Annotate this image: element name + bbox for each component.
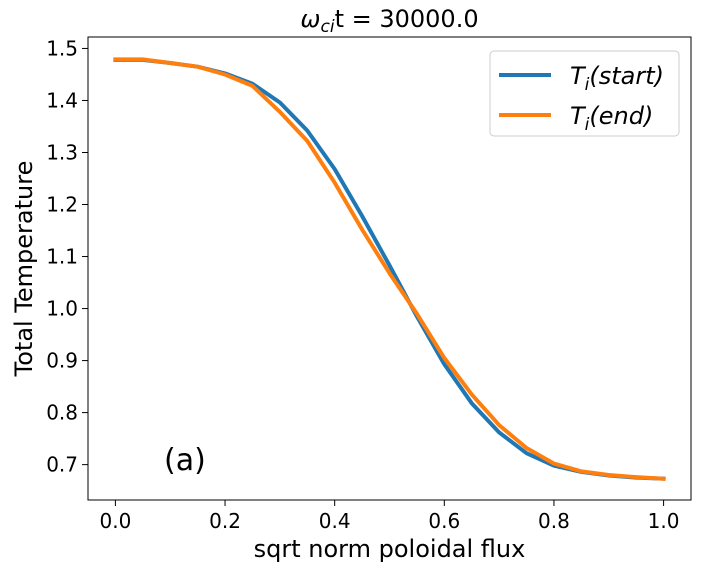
y-tick-label: 0.9 <box>46 349 78 373</box>
x-axis-ticks: 0.0 0.2 0.4 0.6 0.8 1.0 <box>100 500 680 533</box>
x-tick-label: 0.6 <box>428 509 460 533</box>
x-tick-label: 0.8 <box>538 509 570 533</box>
legend-entries: Ti(start) Ti(end) <box>499 62 664 135</box>
title-subscript: ci <box>321 17 335 37</box>
x-tick-label: 0.0 <box>100 509 132 533</box>
plot-area <box>87 36 692 501</box>
x-axis-label: sqrt norm poloidal flux <box>254 535 526 563</box>
y-tick-label: 1.3 <box>46 140 78 164</box>
x-tick-label: 0.2 <box>209 509 241 533</box>
y-tick-label: 0.8 <box>46 401 78 425</box>
y-tick-label: 1.1 <box>46 245 78 269</box>
title-omega: ω <box>300 5 320 33</box>
y-tick-label: 1.2 <box>46 193 78 217</box>
y-tick-label: 0.7 <box>46 453 78 477</box>
y-axis-ticks: 0.7 0.8 0.9 1.0 1.1 1.2 1.3 1.4 1.5 <box>46 36 88 477</box>
axes-frame <box>87 36 692 501</box>
y-tick-label: 1.0 <box>46 297 78 321</box>
series-layer <box>113 57 666 481</box>
legend-label: Ti(end) <box>570 102 653 135</box>
legend: Ti(start) Ti(end) <box>489 50 680 137</box>
y-axis-label: Total Temperature <box>10 161 38 378</box>
panel-annotation: (a) <box>164 443 206 478</box>
series-line-ti-end- <box>113 57 666 481</box>
title-rest: t = 30000.0 <box>335 5 479 33</box>
x-tick-label: 0.4 <box>319 509 351 533</box>
x-tick-label: 1.0 <box>648 509 680 533</box>
legend-label: Ti(start) <box>570 62 664 95</box>
chart-title: ωcit = 30000.0 <box>300 5 478 37</box>
y-tick-label: 1.5 <box>46 36 78 60</box>
y-tick-label: 1.4 <box>46 88 78 112</box>
